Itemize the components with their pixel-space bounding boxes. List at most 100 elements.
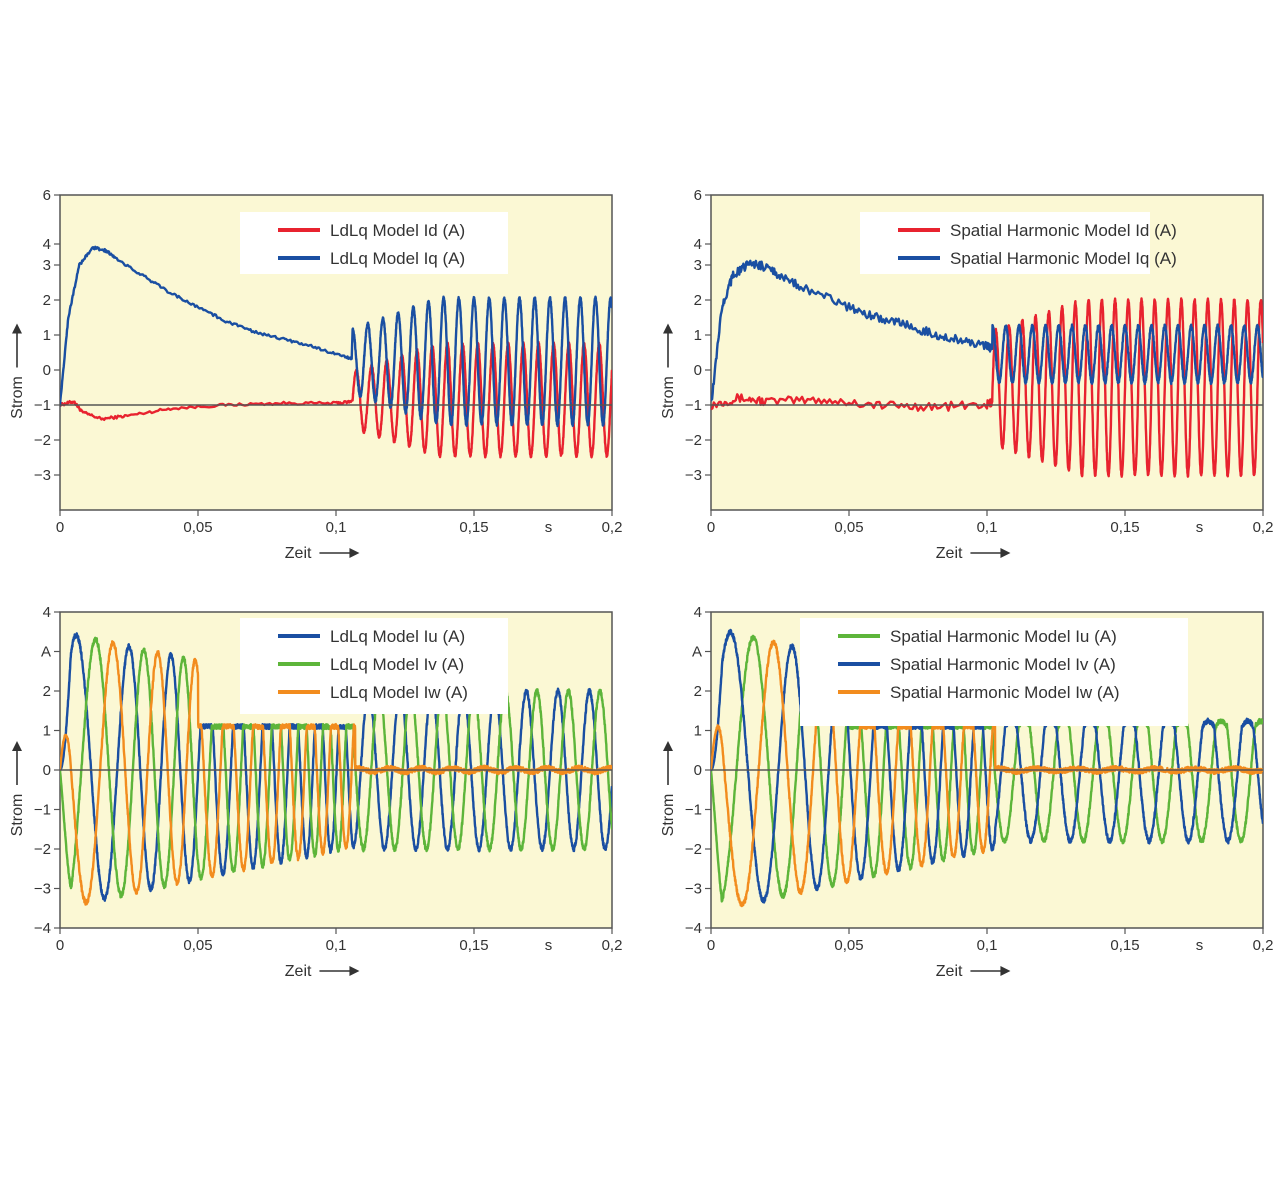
y-axis-label: Strom <box>660 794 677 837</box>
y-axis-arrowhead <box>663 323 673 334</box>
x-unit-label: s <box>1196 519 1204 536</box>
y-tick-label: 6 <box>694 187 702 204</box>
legend-label: Spatial Harmonic Model Iv (A) <box>890 655 1116 674</box>
series-line-3 <box>711 639 1263 908</box>
y-tick-label: 0 <box>694 762 702 779</box>
x-axis-label: Zeit <box>936 545 963 562</box>
y-axis-arrowhead <box>12 741 22 751</box>
y-tick-label: −3 <box>685 881 702 898</box>
series-line-2 <box>711 259 1263 402</box>
x-tick-label: 0 <box>56 519 64 536</box>
x-tick-label: 0,15 <box>1110 937 1139 954</box>
y-tick-label: 0 <box>694 362 702 379</box>
y-tick-label: 4 <box>43 604 51 621</box>
y-tick-label: 2 <box>43 683 51 700</box>
x-tick-label: 0,15 <box>1110 519 1139 536</box>
x-axis-label: Zeit <box>285 545 312 562</box>
y-tick-label: −3 <box>34 467 51 484</box>
y-tick-label: 0 <box>43 362 51 379</box>
y-tick-label: −1 <box>685 397 702 414</box>
x-axis-arrowhead <box>1000 548 1011 558</box>
y-tick-label: 2 <box>43 292 51 309</box>
y-tick-label: 4 <box>694 604 702 621</box>
x-tick-label: 0,2 <box>602 937 623 954</box>
x-tick-label: 0,1 <box>977 519 998 536</box>
y-tick-label: −1 <box>34 802 51 819</box>
y-tick-label: −2 <box>34 432 51 449</box>
legend-label: Spatial Harmonic Model Iq (A) <box>950 249 1177 268</box>
x-tick-label: 0,1 <box>326 519 347 536</box>
legend-box <box>240 212 508 274</box>
y-tick-label: 1 <box>43 327 51 344</box>
legend-label: Spatial Harmonic Model Iu (A) <box>890 627 1117 646</box>
y-tick-label: −2 <box>34 841 51 858</box>
x-unit-label: s <box>545 937 553 954</box>
y-tick-label: −4 <box>34 920 51 937</box>
chart-panel-2: 6 4 3 2 1 0 −1 −2 −3 0 0,05 0,1 0,15 0,2 s Zeit Strom Spa… <box>660 187 1273 562</box>
x-tick-label: 0,05 <box>183 937 212 954</box>
x-tick-label: 0,2 <box>602 519 623 536</box>
y-axis-label: Strom <box>660 376 677 419</box>
legend-label: LdLq Model Iq (A) <box>330 249 465 268</box>
y-tick-label: −2 <box>685 841 702 858</box>
x-axis-label: Zeit <box>285 963 312 980</box>
x-tick-label: 0,05 <box>834 519 863 536</box>
y-tick-label: 2 <box>694 683 702 700</box>
y-tick-label: 1 <box>43 723 51 740</box>
y-tick-label: 2 <box>694 292 702 309</box>
y-tick-label: 0 <box>43 762 51 779</box>
x-tick-label: 0,05 <box>183 519 212 536</box>
y-tick-label: 4 <box>694 236 702 253</box>
legend-label: Spatial Harmonic Model Id (A) <box>950 221 1177 240</box>
y-axis-arrowhead <box>12 323 22 334</box>
x-tick-label: 0,2 <box>1253 937 1274 954</box>
x-tick-label: 0,1 <box>326 937 347 954</box>
x-unit-label: s <box>545 519 553 536</box>
y-tick-label: −4 <box>685 920 702 937</box>
x-tick-label: 0 <box>56 937 64 954</box>
x-axis-arrowhead <box>349 966 360 976</box>
x-axis-arrowhead <box>1000 966 1011 976</box>
plot-lines <box>711 259 1263 478</box>
y-tick-label: −3 <box>34 881 51 898</box>
x-tick-label: 0,05 <box>834 937 863 954</box>
y-tick-label: −3 <box>685 467 702 484</box>
y-axis-label: Strom <box>9 376 26 419</box>
chart-panel-1: 6 4 3 2 1 0 −1 −2 −3 0 0,05 0,1 0,15 0,2 s Zeit Strom LdL… <box>9 187 622 562</box>
y-tick-label: −1 <box>34 397 51 414</box>
x-tick-label: 0,15 <box>459 937 488 954</box>
y-tick-label: 3 <box>694 257 702 274</box>
series-line-2 <box>60 245 612 428</box>
y-tick-label: 3 <box>43 257 51 274</box>
x-tick-label: 0 <box>707 519 715 536</box>
chart-panel-3: 4 A 2 1 0 −1 −2 −3 −4 0 0,05 0,1 0,15 0,2 s Zeit Strom Ld… <box>9 604 622 980</box>
plot-lines <box>60 245 612 459</box>
x-tick-label: 0,2 <box>1253 519 1274 536</box>
y-tick-label: −1 <box>685 802 702 819</box>
y-tick-label: 1 <box>694 723 702 740</box>
y-tick-label: A <box>692 644 702 661</box>
y-axis-label: Strom <box>9 794 26 837</box>
y-tick-label: 4 <box>43 236 51 253</box>
legend-box <box>860 212 1150 274</box>
x-tick-label: 0 <box>707 937 715 954</box>
y-axis-arrowhead <box>663 741 673 751</box>
series-line-1 <box>60 632 612 902</box>
y-tick-label: 6 <box>43 187 51 204</box>
legend-label: LdLq Model Id (A) <box>330 221 465 240</box>
legend-label: Spatial Harmonic Model Iw (A) <box>890 683 1120 702</box>
chart-panel-4: 4 A 2 1 0 −1 −2 −3 −4 0 0,05 0,1 0,15 0,2 s Zeit Strom Sp… <box>660 604 1273 980</box>
series-line-1 <box>711 297 1263 478</box>
legend-label: LdLq Model Iu (A) <box>330 627 465 646</box>
x-tick-label: 0,1 <box>977 937 998 954</box>
x-axis-arrowhead <box>349 548 360 558</box>
y-tick-label: −2 <box>685 432 702 449</box>
x-axis-label: Zeit <box>936 963 963 980</box>
y-tick-label: 1 <box>694 327 702 344</box>
x-unit-label: s <box>1196 937 1204 954</box>
y-tick-label: A <box>41 644 51 661</box>
legend-label: LdLq Model Iw (A) <box>330 683 468 702</box>
legend-label: LdLq Model Iv (A) <box>330 655 464 674</box>
